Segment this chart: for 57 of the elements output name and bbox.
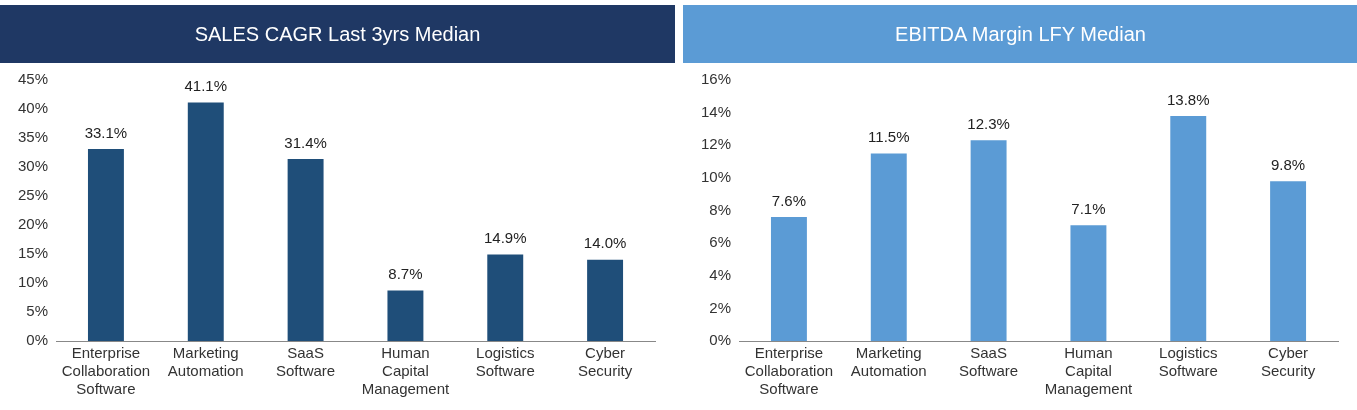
y-tick-label: 40%: [17, 99, 49, 117]
x-tick-label: Logistics Software: [475, 344, 535, 380]
y-tick-label: 10%: [700, 168, 732, 186]
data-label: 12.3%: [967, 115, 1010, 132]
x-tick-label: Human Capital Management: [1044, 344, 1134, 398]
y-tick-label: 10%: [17, 273, 49, 291]
x-tick-label: Marketing Automation: [167, 344, 244, 380]
chart-title: EBITDA Margin LFY Median: [683, 5, 1357, 63]
y-tick-label: 25%: [17, 186, 49, 204]
y-tick-label: 45%: [17, 70, 49, 88]
bar: [587, 259, 624, 341]
data-label: 8.7%: [388, 265, 423, 283]
bar: [970, 140, 1007, 341]
y-tick-label: 35%: [17, 128, 49, 146]
bar: [1170, 115, 1207, 341]
y-tick-label: 8%: [709, 200, 732, 218]
x-tick-label: Human Capital Management: [361, 344, 451, 398]
bar: [387, 290, 424, 341]
bar: [187, 102, 224, 341]
x-tick-label: Enterprise Collaboration Software: [744, 344, 834, 398]
data-label: 13.8%: [1166, 90, 1210, 108]
data-label: 11.5%: [868, 128, 910, 146]
x-tick-label: SaaS Software: [275, 344, 336, 380]
x-tick-label: Enterprise Collaboration Software: [61, 344, 151, 398]
y-tick-label: 5%: [26, 302, 49, 320]
x-tick-label: Cyber Security: [1260, 344, 1316, 380]
bar: [287, 158, 324, 341]
y-tick-label: 0%: [709, 331, 732, 349]
chart-title: SALES CAGR Last 3yrs Median: [0, 5, 675, 63]
data-label: 9.8%: [1270, 155, 1306, 173]
y-tick-label: 15%: [17, 244, 49, 262]
bar: [770, 217, 807, 341]
y-tick-label: 20%: [17, 215, 49, 233]
y-tick-label: 2%: [709, 298, 732, 316]
data-label: 7.6%: [771, 191, 807, 209]
data-label: 41.1%: [184, 77, 228, 95]
bar: [1270, 181, 1307, 341]
y-tick-label: 6%: [709, 233, 732, 251]
bar: [1070, 225, 1107, 341]
y-tick-label: 30%: [17, 157, 49, 175]
y-tick-label: 4%: [709, 265, 732, 283]
x-tick-label: Cyber Security: [577, 344, 633, 380]
data-label: 7.1%: [1071, 199, 1106, 217]
bar: [487, 254, 524, 341]
y-tick-label: 12%: [700, 135, 732, 153]
x-tick-label: SaaS Software: [958, 344, 1019, 380]
data-label: 31.4%: [284, 133, 327, 151]
data-label: 14.9%: [483, 229, 527, 247]
y-tick-label: 16%: [700, 70, 732, 88]
bar: [87, 149, 124, 341]
y-tick-label: 14%: [700, 102, 732, 120]
x-tick-label: Logistics Software: [1158, 344, 1218, 380]
bar: [870, 153, 907, 341]
x-tick-label: Marketing Automation: [850, 344, 927, 380]
data-label: 33.1%: [84, 123, 128, 141]
y-tick-label: 0%: [26, 331, 49, 349]
data-label: 14.0%: [583, 234, 627, 252]
